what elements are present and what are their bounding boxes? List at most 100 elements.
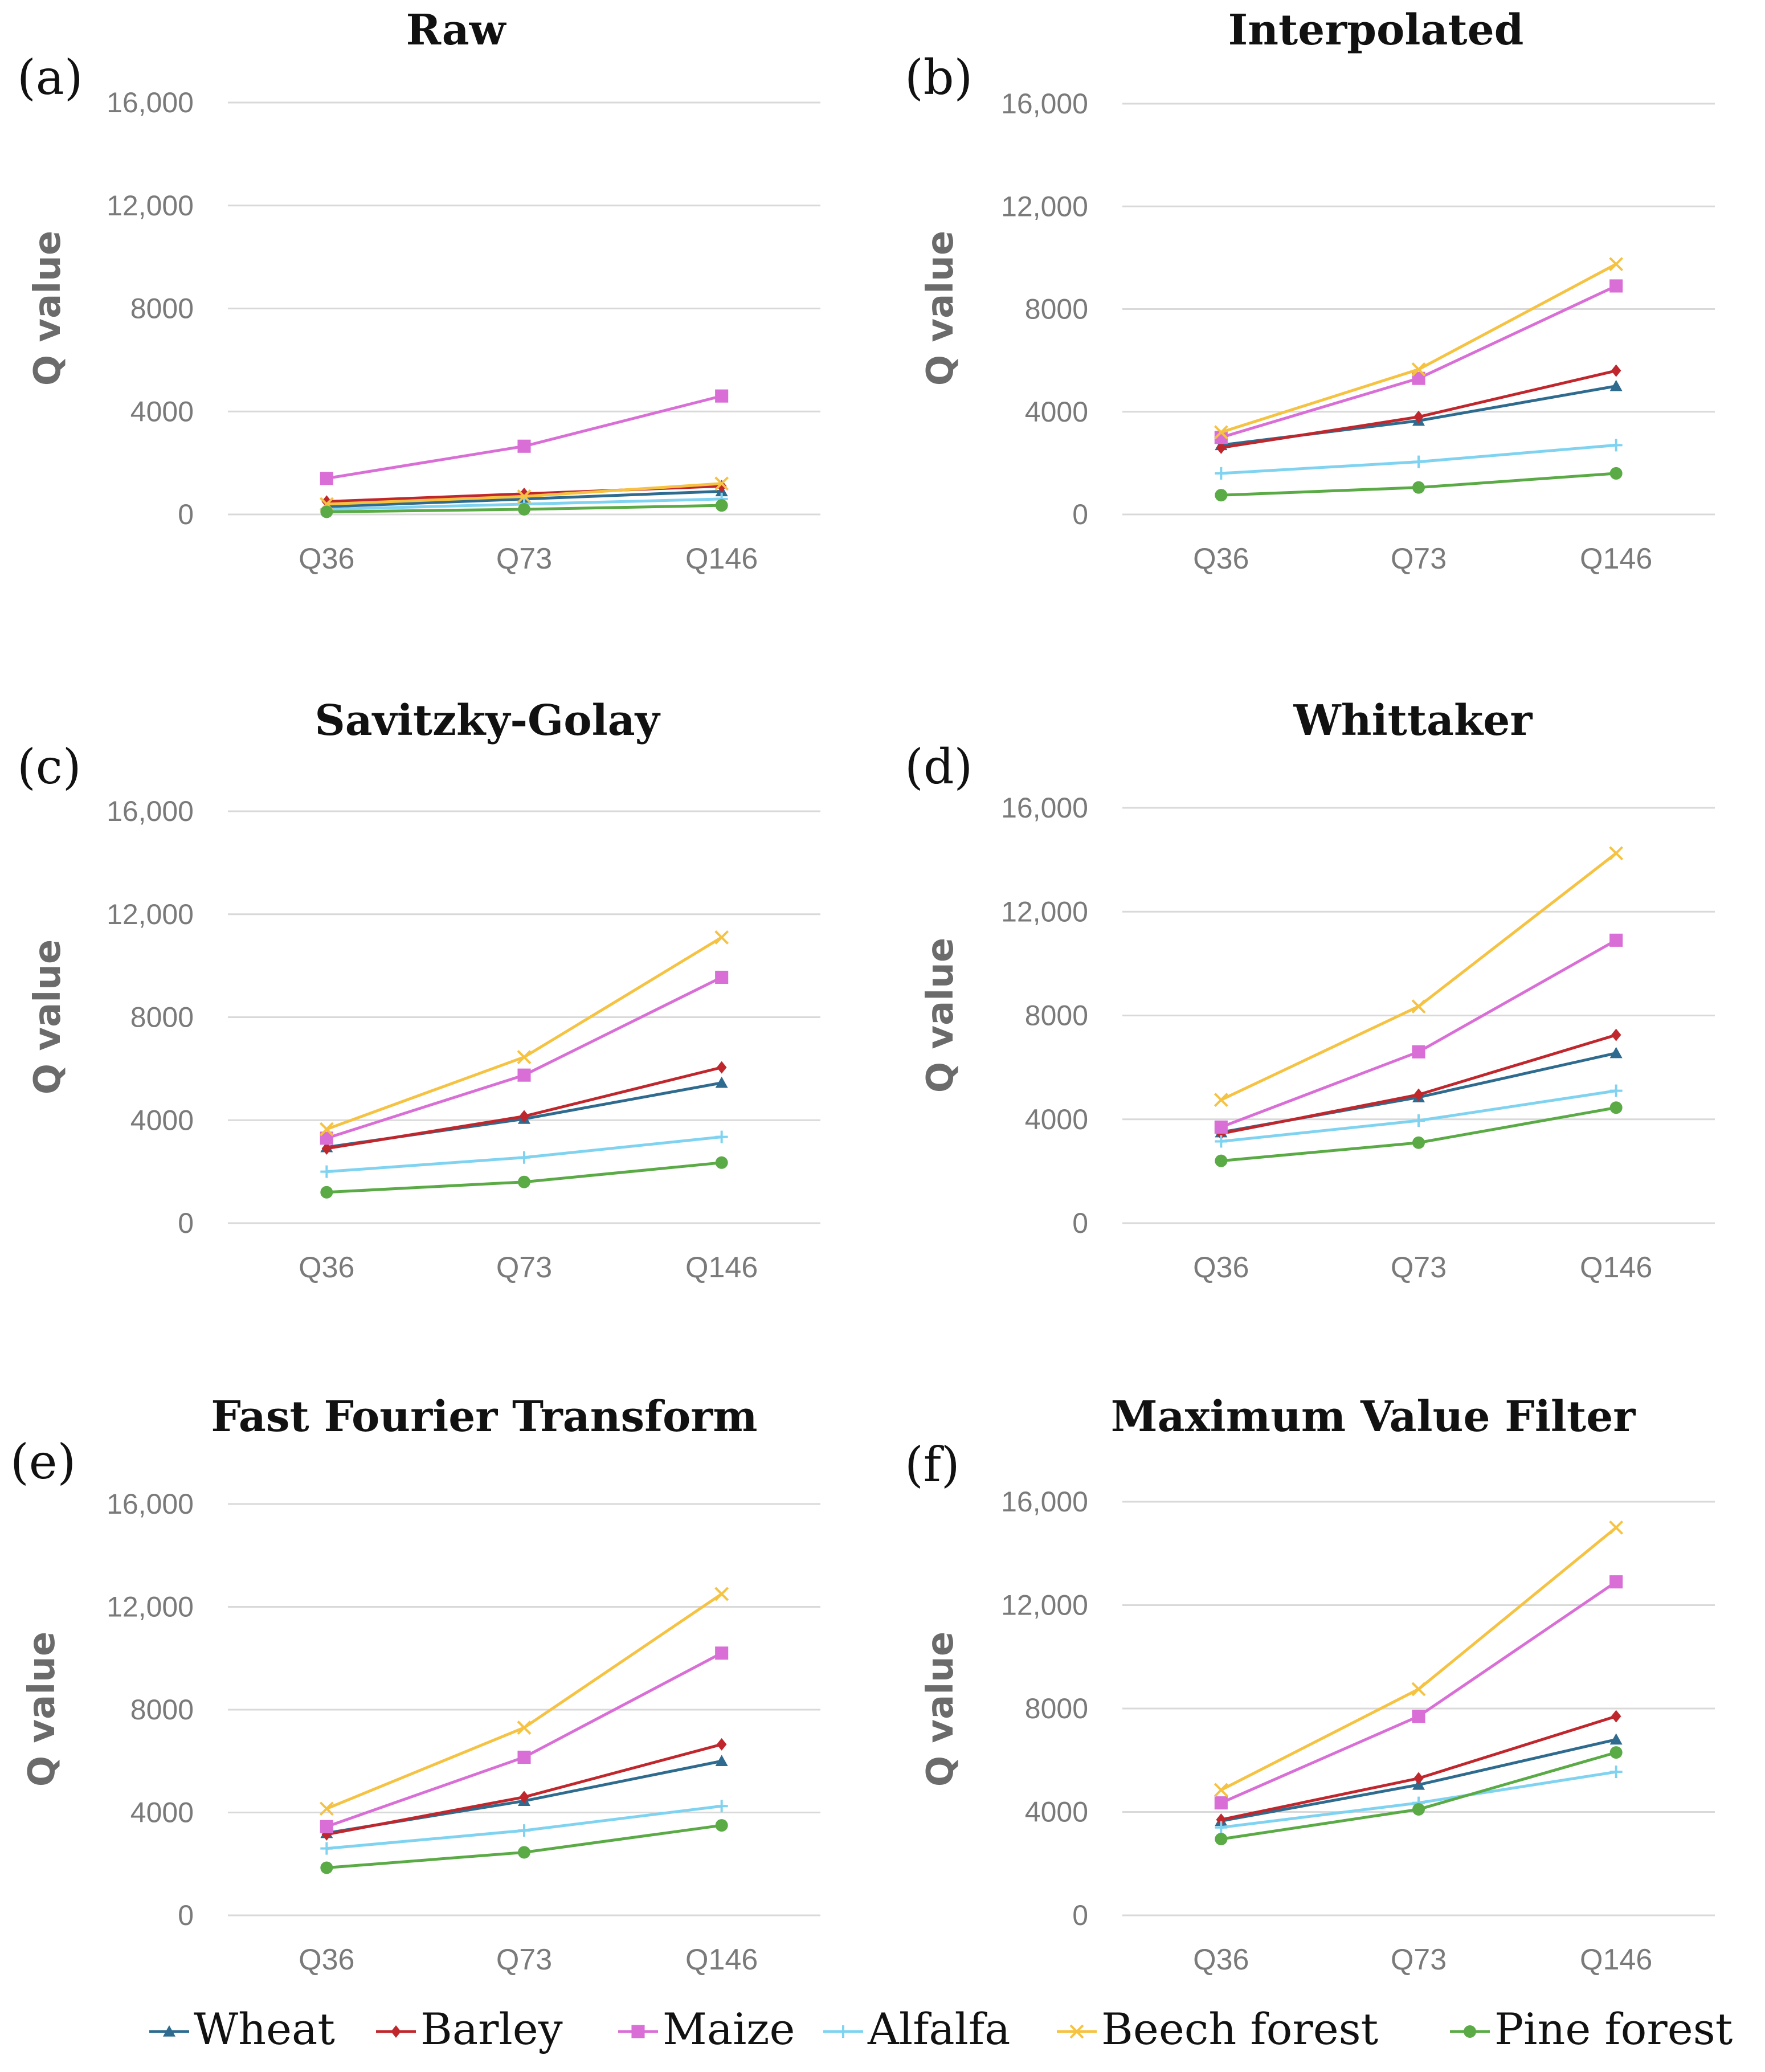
series-wheat <box>1215 1733 1623 1826</box>
series-line <box>1220 852 1617 1101</box>
panel-a: Raw (a) Q value 0 4000 8000 12,000 16,000 Q36 Q73… <box>17 6 820 575</box>
y-tick-label: 12,000 <box>1001 896 1088 927</box>
series-pine-forest <box>320 1819 728 1874</box>
x-tick-label: Q73 <box>1391 1943 1447 1976</box>
data-point <box>715 499 728 512</box>
data-point <box>320 1820 333 1833</box>
legend-marker <box>391 2025 401 2038</box>
panel-letter: (c) <box>17 739 81 795</box>
panel-title: Savitzky-Golay <box>314 696 660 745</box>
data-point <box>1412 481 1425 494</box>
data-point <box>716 1061 727 1074</box>
data-point <box>715 1755 728 1767</box>
x-tick-label: Q146 <box>1580 1251 1652 1284</box>
data-point <box>517 1750 531 1764</box>
data-point <box>715 1076 728 1088</box>
data-point <box>1413 1088 1424 1101</box>
data-point <box>320 505 333 518</box>
series-beech-forest <box>1214 257 1624 440</box>
x-tick-label: Q146 <box>685 542 758 575</box>
y-tick-label: 0 <box>178 498 194 530</box>
data-point <box>320 1842 333 1855</box>
data-point <box>517 439 531 453</box>
y-tick-label: 8000 <box>1025 293 1088 325</box>
panel-title: Interpolated <box>1228 6 1524 55</box>
series-beech-forest <box>1214 846 1624 1107</box>
x-tick-label: Q73 <box>496 1943 552 1976</box>
panel-letter: (f) <box>905 1437 960 1493</box>
data-point <box>320 472 333 485</box>
legend-item-beech-forest: Beech forest <box>1057 2004 1378 2054</box>
y-tick-label: 0 <box>1072 498 1088 530</box>
y-tick-label: 4000 <box>130 1104 194 1136</box>
legend-item-alfalfa: Alfalfa <box>823 2004 1010 2054</box>
data-point <box>1609 439 1623 452</box>
data-point <box>715 1819 728 1832</box>
data-point <box>1609 1101 1623 1114</box>
data-point <box>1412 1114 1425 1127</box>
y-axis-label: Q value <box>920 1632 962 1787</box>
data-point <box>1412 455 1425 468</box>
legend-label: Beech forest <box>1101 2004 1378 2054</box>
legend-item-maize: Maize <box>618 2004 795 2054</box>
x-tick-label: Q146 <box>1580 1943 1652 1976</box>
series-barley <box>1216 1710 1621 1826</box>
data-point <box>518 1846 530 1859</box>
data-point <box>715 1156 728 1169</box>
data-point <box>715 1646 729 1660</box>
panel-e: Fast Fourier Transform (e) Q value 0 4000 800… <box>10 1392 820 1976</box>
data-point <box>716 1738 727 1751</box>
y-tick-label: 0 <box>178 1207 194 1239</box>
data-point <box>320 1165 333 1178</box>
data-point <box>1609 1084 1623 1097</box>
series-maize <box>320 389 729 485</box>
data-point <box>1215 1154 1228 1167</box>
series-line <box>1220 1751 1617 1841</box>
legend-marker <box>1069 2024 1084 2039</box>
y-tick-label: 8000 <box>130 1002 194 1033</box>
series-alfalfa <box>1215 1084 1623 1148</box>
data-point <box>1611 1028 1621 1041</box>
series-pine-forest <box>1215 1746 1623 1846</box>
panel-letter: (a) <box>17 50 83 105</box>
x-tick-label: Q36 <box>1193 1943 1249 1976</box>
data-point <box>1609 933 1623 947</box>
data-point <box>715 1800 728 1813</box>
y-tick-label: 0 <box>178 1899 194 1931</box>
data-point <box>715 389 729 403</box>
data-point <box>1611 364 1621 377</box>
series-beech-forest <box>1214 1520 1624 1797</box>
series-line <box>326 394 722 480</box>
data-point <box>1412 1803 1425 1816</box>
data-point <box>1611 1710 1621 1723</box>
data-point <box>1214 425 1228 440</box>
data-point <box>518 1175 530 1188</box>
panel-letter: (d) <box>905 739 973 795</box>
data-point <box>321 1142 332 1155</box>
data-point <box>1412 1045 1425 1059</box>
x-tick-label: Q73 <box>496 1251 552 1284</box>
y-tick-label: 16,000 <box>107 795 194 827</box>
y-tick-label: 12,000 <box>107 190 194 222</box>
panel-title: Maximum Value Filter <box>1111 1392 1636 1441</box>
series-beech-forest <box>319 1587 729 1816</box>
y-axis-label: Q value <box>920 231 962 386</box>
series-pine-forest <box>320 1156 728 1199</box>
x-tick-label: Q146 <box>1580 542 1652 575</box>
data-point <box>1609 1520 1624 1535</box>
legend-label: Pine forest <box>1494 2004 1733 2054</box>
x-tick-label: Q73 <box>1391 542 1447 575</box>
legend: Wheat Barley Maize Alfalfa Beech forest Pine … <box>149 2004 1733 2054</box>
series-barley <box>1216 364 1621 454</box>
x-tick-label: Q36 <box>299 1251 354 1284</box>
data-point <box>1609 1733 1623 1745</box>
x-tick-label: Q146 <box>685 1943 758 1976</box>
y-tick-label: 12,000 <box>107 1591 194 1623</box>
y-axis-label: Q value <box>920 938 962 1093</box>
data-point <box>715 970 729 984</box>
panel-title: Fast Fourier Transform <box>211 1392 757 1441</box>
y-tick-label: 16,000 <box>1001 88 1088 120</box>
legend-item-barley: Barley <box>376 2004 563 2054</box>
panel-d: Whittaker (d) Q value 0 4000 8000 12,000 16,000… <box>905 696 1715 1284</box>
